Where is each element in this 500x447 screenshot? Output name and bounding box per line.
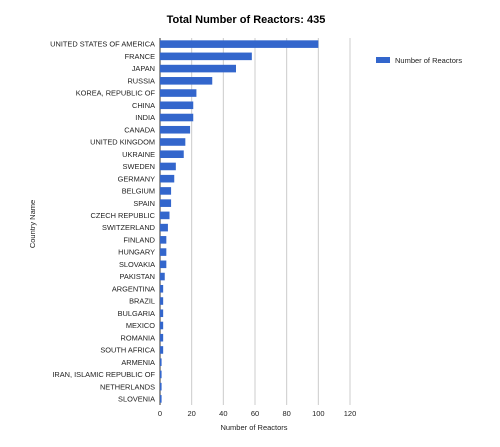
bar: [160, 297, 164, 305]
bar: [160, 309, 164, 318]
bar: [160, 223, 168, 232]
category-label: BELGIUM: [122, 187, 155, 196]
bar: [160, 138, 186, 146]
bar: [160, 321, 164, 330]
bar: [160, 77, 213, 85]
bar: [160, 89, 197, 97]
x-tick-label: 60: [251, 409, 259, 418]
bar: [160, 382, 162, 391]
category-label: UKRAINE: [122, 150, 155, 159]
category-label: INDIA: [135, 113, 155, 122]
bar: [160, 236, 167, 244]
category-label: UNITED KINGDOM: [90, 138, 155, 147]
bar: [160, 260, 167, 269]
category-label: RUSSIA: [127, 76, 155, 85]
bar: [160, 370, 162, 379]
category-label: IRAN, ISLAMIC REPUBLIC OF: [52, 370, 155, 379]
category-label: BULGARIA: [118, 309, 155, 318]
category-label: SLOVENIA: [118, 394, 155, 403]
category-label: UNITED STATES OF AMERICA: [50, 40, 155, 49]
bar: [160, 187, 172, 195]
x-tick-label: 80: [282, 409, 290, 418]
category-label: ROMANIA: [121, 333, 156, 342]
bar: [160, 284, 164, 293]
category-label: ARMENIA: [121, 358, 155, 367]
legend-swatch: [376, 57, 390, 63]
bar: [160, 211, 170, 220]
category-label: FRANCE: [125, 52, 155, 61]
x-tick-label: 100: [312, 409, 325, 418]
bar: [160, 272, 165, 281]
legend: Number of Reactors: [376, 56, 462, 65]
category-label: MEXICO: [126, 321, 155, 330]
x-axis-label: Number of Reactors: [220, 423, 287, 432]
category-labels: UNITED STATES OF AMERICA FRANCE JAPAN RUSSI…: [50, 40, 156, 404]
category-label: SWEDEN: [123, 162, 155, 171]
category-label: GERMANY: [118, 174, 155, 183]
category-label: HUNGARY: [118, 248, 155, 257]
category-label: NETHERLANDS: [100, 382, 155, 391]
category-label: BRAZIL: [129, 297, 155, 306]
gridlines: [159, 38, 351, 405]
bar: [160, 248, 167, 256]
category-label: CANADA: [124, 125, 155, 134]
category-label: SLOVAKIA: [119, 260, 155, 269]
bar: [160, 150, 184, 159]
category-label: CZECH REPUBLIC: [91, 211, 156, 220]
category-label: FINLAND: [123, 235, 155, 244]
bar: [160, 125, 191, 134]
y-axis-label: Country Name: [28, 200, 37, 248]
bar: [160, 199, 172, 207]
bar: [160, 40, 319, 48]
bar: [160, 333, 164, 342]
bar: [160, 64, 236, 73]
bar: [160, 346, 164, 354]
bar: [160, 395, 162, 403]
bar: [160, 358, 162, 366]
category-label: SOUTH AFRICA: [100, 346, 155, 355]
category-label: CHINA: [132, 101, 155, 110]
bar: [160, 52, 252, 61]
bar: [160, 162, 176, 171]
x-tick-label: 40: [219, 409, 227, 418]
chart-title: Total Number of Reactors: 435: [167, 14, 326, 26]
bar: [160, 174, 175, 183]
x-tick-label: 20: [187, 409, 195, 418]
x-tick-labels: 0 20 40 60 80 100 120: [158, 409, 356, 418]
category-label: SPAIN: [133, 199, 155, 208]
legend-label: Number of Reactors: [395, 56, 462, 65]
bar: [160, 101, 194, 110]
category-label: SWITZERLAND: [102, 223, 155, 232]
x-tick-label: 0: [158, 409, 162, 418]
x-tick-label: 120: [344, 409, 357, 418]
bars: [160, 40, 319, 403]
category-label: ARGENTINA: [112, 284, 155, 293]
category-label: JAPAN: [132, 64, 155, 73]
category-label: PAKISTAN: [120, 272, 155, 281]
bar: [160, 113, 194, 122]
category-label: KOREA, REPUBLIC OF: [76, 89, 156, 98]
